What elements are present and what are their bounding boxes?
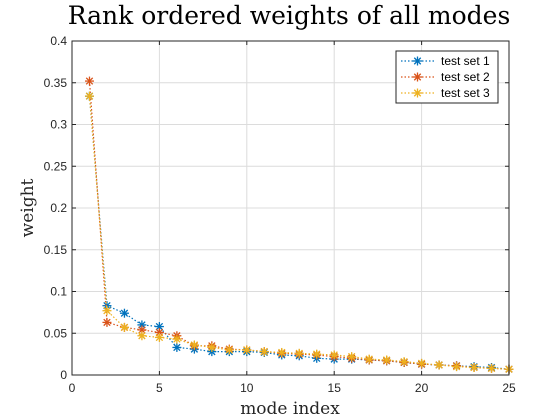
data-point xyxy=(312,349,322,359)
data-point xyxy=(277,347,287,357)
series-layer xyxy=(84,76,514,374)
series-1 xyxy=(84,91,514,374)
legend-marker xyxy=(413,72,422,82)
legend-marker xyxy=(413,56,422,66)
series-line xyxy=(88,96,510,370)
data-point xyxy=(189,340,199,350)
legend-entry: test set 1 xyxy=(401,54,490,68)
legend: test set 1 test set 2 test set 3 xyxy=(395,50,499,104)
data-point xyxy=(259,347,269,357)
y-tick-label: 0.25 xyxy=(44,159,68,173)
data-point xyxy=(224,345,234,355)
y-tick-label: 0.4 xyxy=(50,34,67,48)
series-3 xyxy=(84,91,514,374)
x-axis-label: mode index xyxy=(240,399,340,419)
chart-title: Rank ordered weights of all modes xyxy=(68,1,511,30)
y-tick-label: 0.2 xyxy=(50,201,67,215)
x-tick-label: 20 xyxy=(415,381,429,395)
data-point xyxy=(119,322,129,332)
data-point xyxy=(242,345,252,355)
data-point xyxy=(102,306,112,316)
y-tick-label: 0.35 xyxy=(44,76,68,90)
x-tick-label: 15 xyxy=(328,381,342,395)
data-point xyxy=(469,362,479,372)
y-tick-label: 0.3 xyxy=(50,118,67,132)
data-point xyxy=(347,352,357,362)
data-point xyxy=(487,363,497,373)
data-point xyxy=(382,355,392,365)
data-point xyxy=(119,308,129,318)
x-tick-label: 5 xyxy=(156,381,163,395)
legend-entry: test set 3 xyxy=(401,86,490,100)
data-point xyxy=(364,354,374,364)
x-tick-label: 25 xyxy=(502,381,516,395)
y-tick-label: 0.1 xyxy=(50,285,67,299)
data-point xyxy=(294,348,304,358)
data-point xyxy=(399,357,409,367)
series-line xyxy=(88,96,510,370)
y-tick-label: 0.15 xyxy=(44,243,68,257)
y-tick-label: 0 xyxy=(60,368,67,382)
axis-ticks: 0 5 10 15 20 25 0 0.05 0.1 0.15 0.2 0.25 0.3 0.35 0.4 xyxy=(44,34,516,395)
data-point xyxy=(102,317,112,327)
legend-marker xyxy=(413,88,422,98)
y-tick-label: 0.05 xyxy=(44,326,68,340)
y-axis-label: weight xyxy=(18,178,38,237)
x-tick-label: 10 xyxy=(240,381,254,395)
data-point xyxy=(417,358,427,368)
data-point xyxy=(137,331,147,341)
legend-label: test set 2 xyxy=(441,70,490,84)
data-point xyxy=(207,342,217,352)
data-point xyxy=(452,362,462,372)
legend-label: test set 1 xyxy=(441,54,490,68)
legend-label: test set 3 xyxy=(441,86,490,100)
data-point xyxy=(154,332,164,342)
legend-entry: test set 2 xyxy=(401,70,490,84)
series-2 xyxy=(84,76,514,374)
data-point xyxy=(172,342,182,352)
data-point xyxy=(329,350,339,360)
data-point xyxy=(84,76,94,86)
x-tick-label: 0 xyxy=(69,381,76,395)
data-point xyxy=(434,360,444,370)
data-point xyxy=(84,91,94,101)
data-point xyxy=(172,334,182,344)
